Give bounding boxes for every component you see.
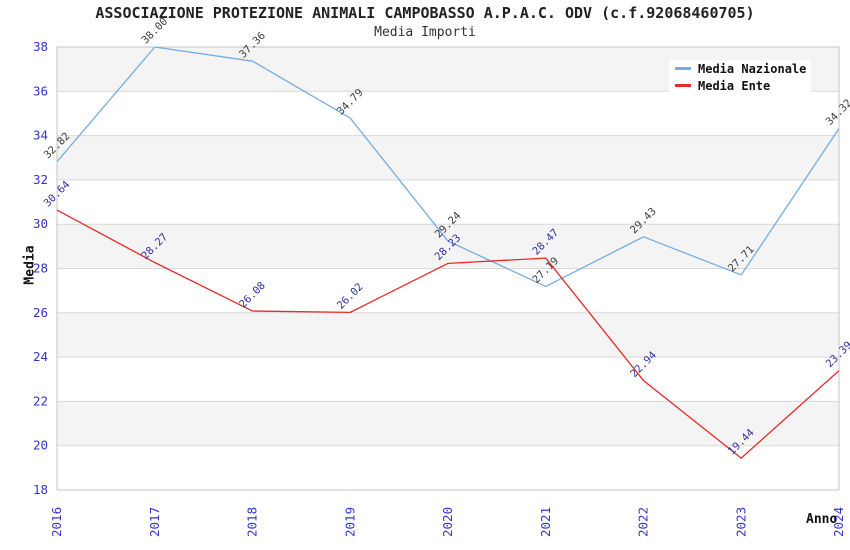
media-nazionale-value-label: 34.32 <box>824 97 850 128</box>
plot-band <box>57 224 839 269</box>
media-nazionale-line-swatch <box>675 67 691 70</box>
x-tick-label: 2020 <box>440 507 455 537</box>
plot-band <box>57 401 839 446</box>
y-tick-label: 22 <box>33 393 48 408</box>
legend-label-media-ente: Media Ente <box>698 78 771 93</box>
x-tick-label: 2021 <box>538 507 553 537</box>
plot-band <box>57 135 839 180</box>
y-tick-label: 18 <box>33 482 48 497</box>
y-tick-label: 36 <box>33 83 48 98</box>
media-nazionale-value-label: 38.00 <box>139 16 170 47</box>
legend-item-media-ente: Media Ente <box>669 79 811 93</box>
chart-title: ASSOCIAZIONE PROTEZIONE ANIMALI CAMPOBAS… <box>95 4 755 22</box>
y-tick-label: 26 <box>33 305 48 320</box>
media-nazionale-line <box>56 46 840 288</box>
plot-border <box>56 46 840 491</box>
legend: Media Nazionale Media Ente <box>669 60 811 94</box>
plot-band <box>57 312 839 358</box>
y-tick-label: 32 <box>33 172 48 187</box>
y-tick-label: 38 <box>33 39 48 54</box>
x-tick-label: 2016 <box>49 507 64 537</box>
y-tick-label: 28 <box>33 261 48 276</box>
y-tick-label: 34 <box>33 128 48 143</box>
y-tick-label: 30 <box>33 216 48 231</box>
media-ente-line-swatch <box>675 84 691 87</box>
x-axis-label: Anno <box>806 512 838 527</box>
x-tick-label: 2022 <box>636 507 651 537</box>
legend-label-media-nazionale: Media Nazionale <box>698 61 807 76</box>
media-ente-line <box>56 209 840 459</box>
x-tick-label: 2023 <box>733 507 748 537</box>
legend-item-media-nazionale: Media Nazionale <box>669 62 811 76</box>
chart-subtitle: Media Importi <box>374 25 476 40</box>
y-tick-label: 24 <box>33 349 48 364</box>
media-ente-value-label: 26.08 <box>237 280 268 311</box>
x-tick-label: 2024 <box>831 507 846 537</box>
y-axis-label: Media <box>22 245 38 285</box>
x-tick-label: 2019 <box>342 507 357 537</box>
x-tick-label: 2018 <box>245 507 260 537</box>
x-tick-label: 2017 <box>147 507 162 537</box>
y-tick-label: 20 <box>33 438 48 453</box>
